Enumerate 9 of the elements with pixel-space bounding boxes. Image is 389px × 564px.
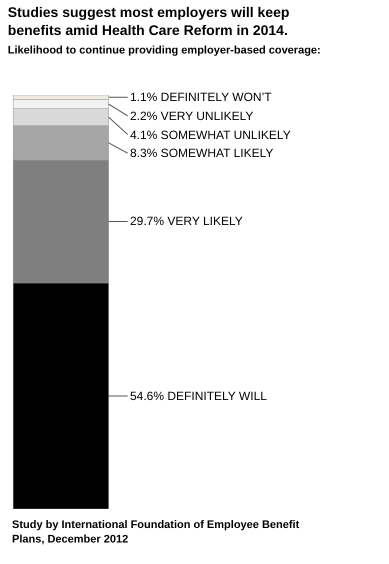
- text: Studies suggest most employers will keep benefits amid Health Care Reform in 2014.: [8, 4, 290, 38]
- text: Likelihood to continue providing employer-based coverage:: [8, 44, 321, 56]
- data-label: 1.1% DEFINITELY WON’T: [130, 90, 272, 104]
- data-label: 8.3% SOMEWHAT LIKELY: [130, 146, 274, 160]
- text: Study by International Foundation of Employee Benefit Plans, December 2012: [12, 519, 300, 546]
- data-label: 4.1% SOMEWHAT UNLIKELY: [130, 128, 291, 142]
- data-label: 54.6% DEFINITELY WILL: [130, 389, 268, 403]
- data-label: 29.7% VERY LIKELY: [130, 214, 243, 228]
- data-label: 2.2% VERY UNLIKELY: [130, 109, 254, 123]
